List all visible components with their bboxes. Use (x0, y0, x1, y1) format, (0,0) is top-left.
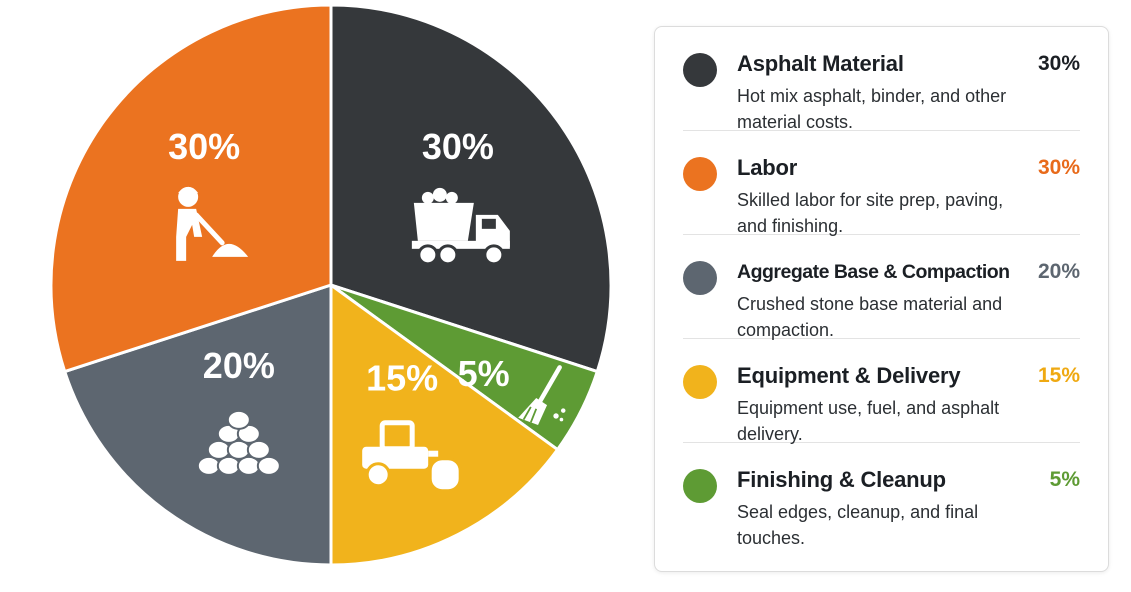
legend-title: Labor (737, 155, 798, 180)
legend-percent: 20% (1037, 260, 1080, 283)
pie-slice-equipment-delivery (329, 283, 560, 567)
legend-item-labor: Labor 30% Skilled labor for site prep, p… (683, 131, 1080, 236)
legend-item-equipment-delivery: Equipment & Delivery 15% Equipment use, … (683, 339, 1080, 444)
legend-item-finishing-cleanup: Finishing & Cleanup 5% Seal edges, clean… (683, 443, 1080, 548)
legend-title: Asphalt Material (737, 51, 904, 76)
legend-percent: 15% (1037, 364, 1080, 387)
legend-swatch-equipment-delivery (683, 365, 717, 399)
pie-chart: 30% 5% 15% 20% 30% (49, 3, 613, 567)
pie-slice-aggregate-base-compaction (63, 283, 333, 567)
legend-percent: 5% (1049, 468, 1080, 491)
legend-description: Equipment use, fuel, and asphalt deliver… (737, 398, 1000, 444)
pie-slices (49, 3, 613, 567)
legend-title: Finishing & Cleanup (737, 467, 946, 492)
legend-description: Skilled labor for site prep, paving, and… (737, 190, 1004, 236)
pie-slice-label: 30% (168, 126, 240, 167)
pie-slice-asphalt-material (329, 3, 613, 374)
pie-slice-icons (176, 186, 566, 493)
legend-swatch-aggregate-base (683, 261, 717, 295)
dump-truck-icon (411, 187, 510, 266)
legend-percent: 30% (1037, 156, 1080, 179)
legend-swatch-finishing-cleanup (683, 469, 717, 503)
pie-slice-labels: 30% 5% 15% 20% 30% (168, 126, 510, 399)
legend-swatch-labor (683, 157, 717, 191)
legend-title: Equipment & Delivery (737, 363, 961, 388)
pie-slice-label: 5% (458, 353, 510, 394)
legend-item-asphalt-material: Asphalt Material 30% Hot mix asphalt, bi… (683, 27, 1080, 132)
worker-shoveling-icon (176, 186, 249, 261)
aggregate-stones-icon (196, 409, 281, 476)
pie-slice-label: 20% (203, 345, 275, 386)
road-roller-icon (362, 420, 462, 493)
legend-percent: 30% (1037, 52, 1080, 75)
legend-item-aggregate-base: Aggregate Base & Compaction 20% Crushed … (683, 235, 1080, 340)
legend-panel: Asphalt Material 30% Hot mix asphalt, bi… (654, 26, 1109, 572)
legend-swatch-asphalt-material (683, 53, 717, 87)
pie-slice-label: 30% (422, 126, 494, 167)
legend-title: Aggregate Base & Compaction (737, 261, 1010, 283)
legend-description: Hot mix asphalt, binder, and other mater… (737, 86, 1007, 132)
legend-description: Crushed stone base material and compacti… (737, 294, 1003, 340)
pie-slice-label: 15% (366, 358, 438, 399)
legend-description: Seal edges, cleanup, and final touches. (737, 502, 979, 548)
broom-icon (518, 365, 566, 425)
